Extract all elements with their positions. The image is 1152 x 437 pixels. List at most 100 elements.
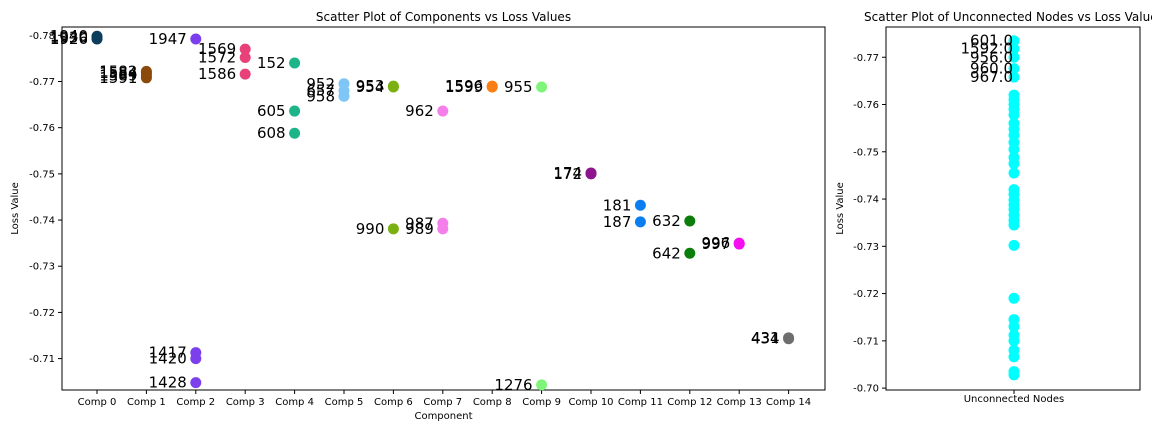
data-point [1008,351,1020,363]
data-point [289,105,301,117]
data-point [1008,239,1020,251]
x-tick-label: Comp 0 [78,397,117,408]
data-point [1008,219,1020,231]
data-point [486,81,498,93]
data-point [585,167,597,179]
data-point-label: 1276 [494,376,532,394]
data-point [387,223,399,235]
data-point-label: 1926 [50,30,88,48]
data-point [239,51,251,63]
data-point [1008,71,1020,83]
data-point [634,216,646,228]
y-tick-label: -0.72 [853,289,879,300]
data-point-label: 434 [751,330,780,348]
data-point [289,127,301,139]
data-point-label: 601.0 [970,32,1013,50]
data-point [91,30,103,42]
x-axis-label: Component [414,411,472,422]
data-point-label: 996 [702,234,731,252]
y-tick-label: -0.71 [853,336,879,347]
data-point-label: 987 [405,214,434,232]
x-tick-label: Comp 7 [423,397,462,408]
data-point [190,377,202,389]
x-tick-label: Comp 3 [226,397,265,408]
components-scatter-plot: Scatter Plot of Components vs Loss Value… [10,10,826,422]
data-point-label: 431 [751,329,780,347]
x-tick-label: Comp 4 [275,397,314,408]
data-point-label: 1572 [198,48,236,66]
unconnected-nodes-scatter-plot: Scatter Plot of Unconnected Nodes vs Los… [835,10,1152,405]
data-point [1008,51,1020,63]
data-point-label: 642 [652,244,681,262]
data-point-label: 958 [306,87,335,105]
data-point-label: 1596 [445,77,483,95]
data-point-label: 1428 [149,374,187,392]
data-point-label: 187 [603,213,632,231]
data-point-label: 1584 [99,64,137,82]
y-tick-label: -0.76 [853,100,879,111]
y-tick-label: -0.73 [853,242,879,253]
x-tick-label: Unconnected Nodes [964,394,1065,405]
data-point-label: 657 [306,82,335,100]
data-point [733,238,745,250]
data-point [1008,369,1020,381]
data-point [684,247,696,259]
data-point [239,43,251,55]
data-point-label: 1420 [149,350,187,368]
data-point-label: 1569 [198,40,236,58]
data-point-label: 1930 [50,29,88,47]
data-point [1008,335,1020,347]
data-point [289,57,301,69]
data-point [1008,167,1020,179]
data-point-label: 632 [652,212,681,230]
data-point [190,33,202,45]
data-point-label: 1940 [50,27,88,45]
data-point-label: 174 [553,164,582,182]
data-point [1008,43,1020,55]
data-point [437,105,449,117]
data-point-label: 1947 [149,30,187,48]
data-point-label: 608 [257,124,286,142]
y-tick-label: -0.76 [29,123,55,134]
y-axis-label: Loss Value [835,182,846,235]
y-axis-label: Loss Value [10,182,21,235]
y-tick-label: -0.74 [853,195,879,206]
data-point [437,223,449,235]
data-point [1008,109,1020,121]
data-point-label: 962 [405,102,434,120]
y-tick-label: -0.73 [29,262,55,273]
plot-frame [885,26,1141,391]
data-point [1008,292,1020,304]
x-tick-label: Comp 8 [473,397,512,408]
x-tick-label: Comp 2 [176,397,215,408]
data-point-label: 605 [257,102,286,120]
x-tick-label: Comp 11 [618,397,663,408]
data-point-label: 1589 [99,66,137,84]
x-tick-label: Comp 9 [522,397,561,408]
data-point [783,333,795,345]
data-point-label: 952 [306,75,335,93]
x-tick-label: Comp 12 [667,397,712,408]
data-point [536,81,548,93]
data-point-label: 989 [405,220,434,238]
plot-frame [61,26,826,391]
data-point-label: 1586 [198,65,236,83]
chart-title: Scatter Plot of Unconnected Nodes vs Los… [864,10,1152,24]
data-point-label: 1417 [149,344,187,362]
x-tick-label: Comp 13 [717,397,762,408]
data-point-label: 172 [553,165,582,183]
y-tick-label: -0.72 [29,308,55,319]
data-point-label: 1582 [99,62,137,80]
chart-title: Scatter Plot of Components vs Loss Value… [316,10,571,24]
x-tick-label: Comp 14 [766,397,811,408]
y-tick-label: -0.74 [29,216,55,227]
y-tick-label: -0.75 [853,147,879,158]
data-point [1008,321,1020,333]
data-point-label: 960.0 [970,60,1013,78]
x-tick-label: Comp 5 [325,397,364,408]
data-point-label: 1592.0 [961,40,1014,58]
data-point-label: 997 [702,235,731,253]
x-tick-label: Comp 1 [127,397,166,408]
